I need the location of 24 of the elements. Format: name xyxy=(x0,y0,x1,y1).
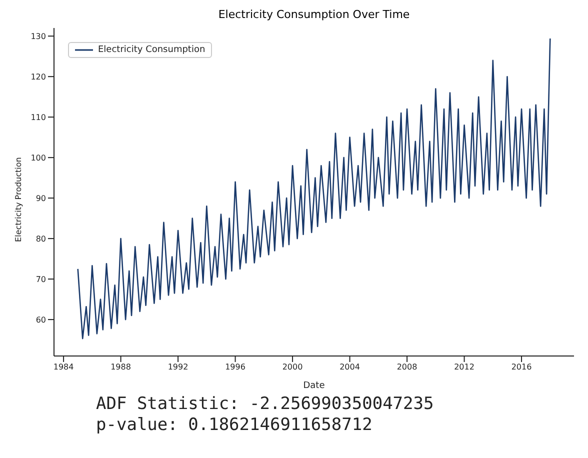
y-tick-label: 70 xyxy=(36,274,46,284)
y-axis-title: Electricity Production xyxy=(14,157,23,242)
y-tick-label: 80 xyxy=(36,234,46,244)
x-tick-label: 2012 xyxy=(454,362,474,372)
x-tick-label: 1984 xyxy=(53,362,74,372)
y-tick-label: 60 xyxy=(36,315,46,324)
text: ADF Statistic: -2.256990350047235 xyxy=(96,394,435,415)
x-tick-label: 1992 xyxy=(168,362,188,372)
y-tick-label: 130 xyxy=(30,32,46,41)
text: p-value: 0.1862146911658712 xyxy=(96,415,374,436)
x-tick-label: 1988 xyxy=(110,362,131,372)
y-tick-label: 100 xyxy=(30,153,46,162)
legend-label: Electricity Consumption xyxy=(98,45,206,55)
x-tick-label: 2000 xyxy=(282,362,303,372)
x-tick-label: 1996 xyxy=(225,362,246,372)
x-tick-label: 2004 xyxy=(340,362,360,372)
y-tick-label: 120 xyxy=(30,72,46,82)
line-series xyxy=(77,38,551,340)
x-axis-title: Date xyxy=(303,381,326,391)
y-tick-label: 90 xyxy=(36,194,46,203)
y-tick-label: 110 xyxy=(30,112,46,122)
chart-title: Electricity Consumption Over Time xyxy=(217,8,411,23)
x-tick-label: 2016 xyxy=(511,362,532,372)
x-tick-label: 2008 xyxy=(396,362,418,372)
